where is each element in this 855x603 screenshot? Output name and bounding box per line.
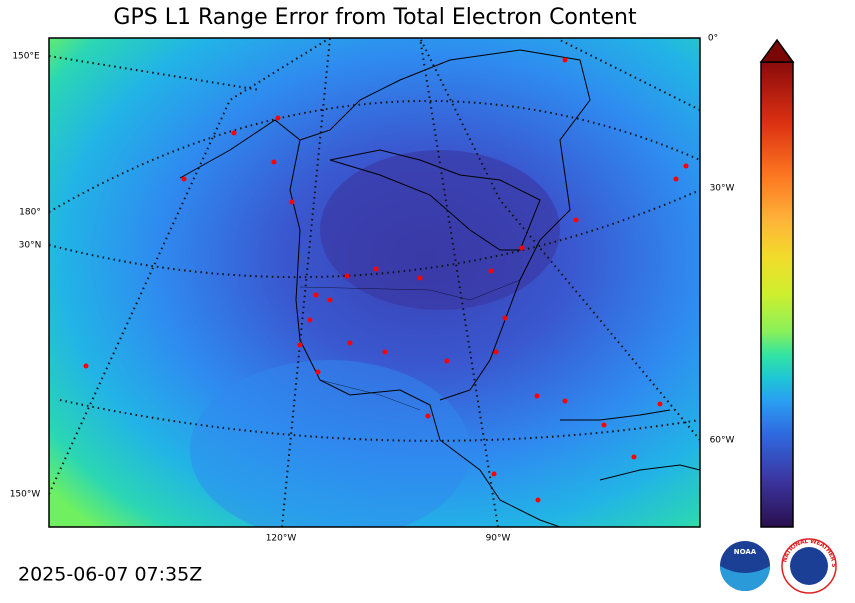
tec-contour bbox=[320, 150, 560, 310]
timestamp: 2025-06-07 07:35Z bbox=[18, 564, 202, 586]
graticule-label: 30°W bbox=[710, 184, 735, 194]
graticule-label: 120°W bbox=[266, 534, 297, 544]
graticule-label: 150°W bbox=[10, 490, 41, 500]
graticule-label: 90°W bbox=[486, 534, 511, 544]
graticule-label: 30°N bbox=[19, 241, 42, 251]
borders bbox=[299, 279, 521, 411]
graticule-label: 60°W bbox=[710, 436, 735, 446]
title: GPS L1 Range Error from Total Electron C… bbox=[113, 5, 637, 30]
graticule-label: 0° bbox=[708, 34, 718, 44]
graticule-label: 180° bbox=[19, 208, 41, 218]
map-frame bbox=[48, 37, 701, 528]
graticule-label: 150°E bbox=[12, 52, 40, 62]
colorbar-extend bbox=[759, 38, 795, 63]
colorbar bbox=[759, 38, 795, 528]
noaa-logo: NOAA bbox=[720, 541, 770, 591]
noaa-text: NOAA bbox=[734, 548, 757, 556]
stations bbox=[83, 57, 689, 503]
graticule bbox=[49, 38, 700, 527]
graticule-labels: 150°E 180° 30°N 150°W 0° 30°W 60°W 120°W 90°W bbox=[10, 34, 735, 544]
colorbar-body bbox=[760, 61, 794, 528]
tec-contour bbox=[190, 360, 470, 527]
map bbox=[49, 38, 700, 527]
